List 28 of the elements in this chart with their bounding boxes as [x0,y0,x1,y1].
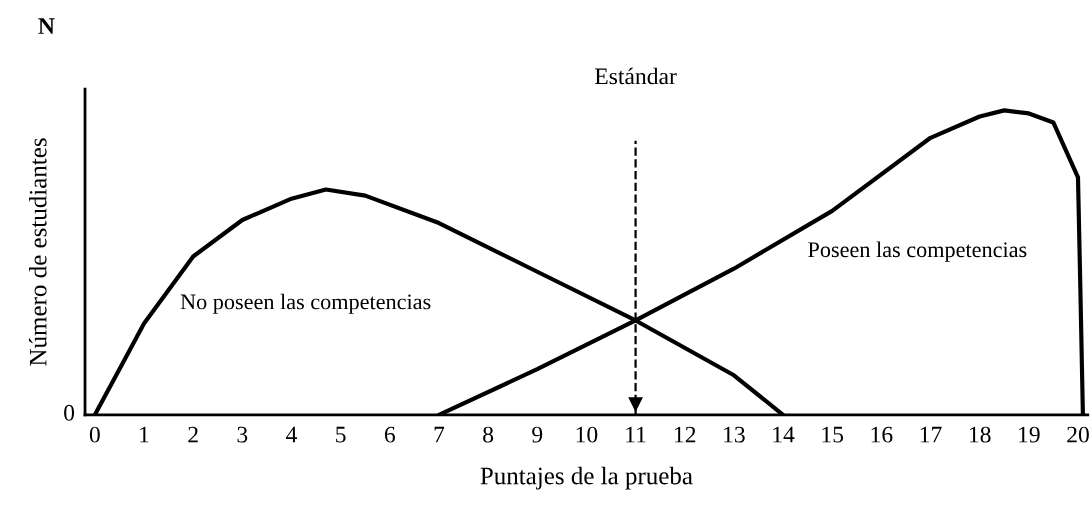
x-tick-label: 15 [822,426,844,443]
x-tick-label: 0 [89,426,100,443]
x-tick-label: 19 [1019,426,1040,443]
series-label: No poseen las competencias [180,293,431,314]
x-tick-label: 6 [384,426,395,443]
x-tick-label: 13 [724,426,745,443]
x-tick-label: 9 [532,426,543,443]
x-tick-label: 18 [969,426,991,443]
x-tick-label: 4 [286,426,298,443]
text: N [38,18,55,34]
x-tick-label: 3 [237,426,248,443]
series-label: Poseen las competencias [808,241,1027,262]
x-tick-label: 8 [483,426,494,443]
x-tick-label: 16 [871,426,893,443]
text: 0 [64,404,75,421]
y-axis-title: Número de estudiantes [28,138,47,366]
x-axis-title: Puntajes de la prueba [480,466,693,490]
ref-line-label: Estándar [594,67,677,85]
x-tick-label: 7 [434,426,445,443]
x-tick-label: 17 [920,426,942,443]
x-tick-label: 14 [773,426,795,443]
x-tick-label: 11 [626,426,646,443]
x-tick-label: 5 [336,426,346,443]
x-tick-label: 10 [576,426,598,443]
x-tick-label: 1 [140,426,149,443]
x-tick-label: 12 [675,426,696,443]
x-tick-label: 2 [188,426,198,443]
x-tick-label: 20 [1067,426,1089,443]
